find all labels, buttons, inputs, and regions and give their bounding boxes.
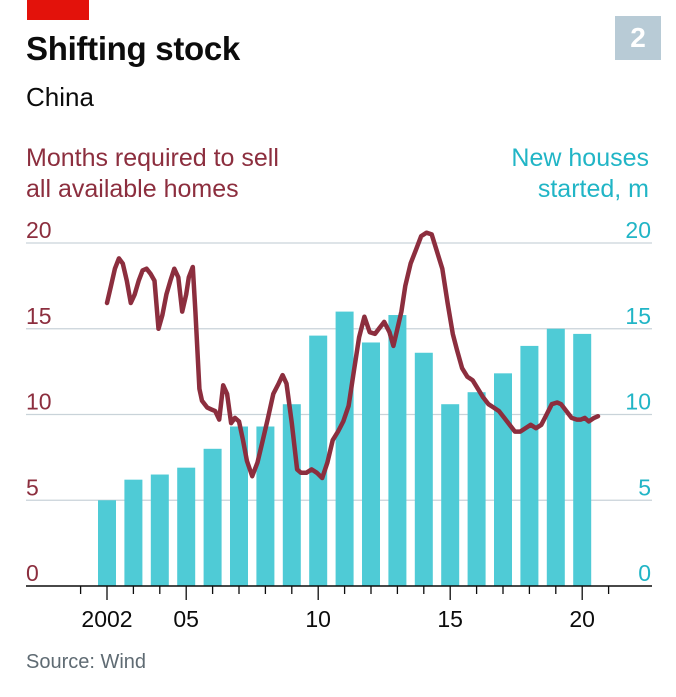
x-tick-label: 2002	[81, 606, 132, 632]
right-tick-label: 15	[625, 303, 651, 329]
bar	[309, 335, 328, 586]
left-axis-label: Months required to sell all available ho…	[26, 143, 279, 205]
bar	[388, 315, 407, 586]
bar	[203, 448, 222, 586]
bar	[467, 392, 486, 586]
left-axis-label-line-2: all available homes	[26, 175, 239, 203]
right-tick-label: 20	[625, 217, 651, 243]
bar	[494, 373, 512, 586]
bar	[520, 345, 539, 586]
right-axis-label-line-2: started, m	[537, 175, 649, 203]
right-tick-label: 5	[638, 474, 651, 500]
source-note: Source: Wind	[26, 651, 147, 673]
bar	[98, 500, 116, 586]
right-axis-label-line-1: New houses	[511, 144, 649, 172]
bar	[414, 352, 433, 586]
brand-tag	[27, 0, 89, 20]
left-tick-label: 10	[26, 389, 52, 415]
bar	[362, 342, 380, 586]
bar	[573, 333, 592, 586]
bar	[546, 328, 565, 586]
left-tick-label: 15	[26, 303, 52, 329]
bar	[441, 404, 460, 586]
bar	[150, 474, 169, 586]
chart-title: Shifting stock	[26, 30, 240, 67]
left-tick-label: 20	[26, 217, 52, 243]
x-tick-label: 05	[173, 606, 199, 632]
right-axis-label: New houses started, m	[511, 143, 649, 205]
bar	[256, 426, 275, 586]
left-tick-label: 5	[26, 474, 39, 500]
chart-number-badge: 2	[615, 16, 661, 60]
bar	[177, 467, 196, 586]
right-tick-label: 10	[625, 389, 651, 415]
chart-subtitle: China	[26, 82, 94, 112]
bar	[124, 479, 143, 586]
x-tick-label: 10	[305, 606, 331, 632]
months-to-sell-line	[104, 230, 601, 481]
x-tick-label: 15	[437, 606, 463, 632]
bar	[230, 426, 248, 586]
left-tick-label: 0	[26, 560, 39, 586]
bar	[335, 311, 354, 586]
left-axis-label-line-1: Months required to sell	[26, 144, 279, 172]
right-tick-label: 0	[638, 560, 651, 586]
x-tick-label: 20	[569, 606, 595, 632]
